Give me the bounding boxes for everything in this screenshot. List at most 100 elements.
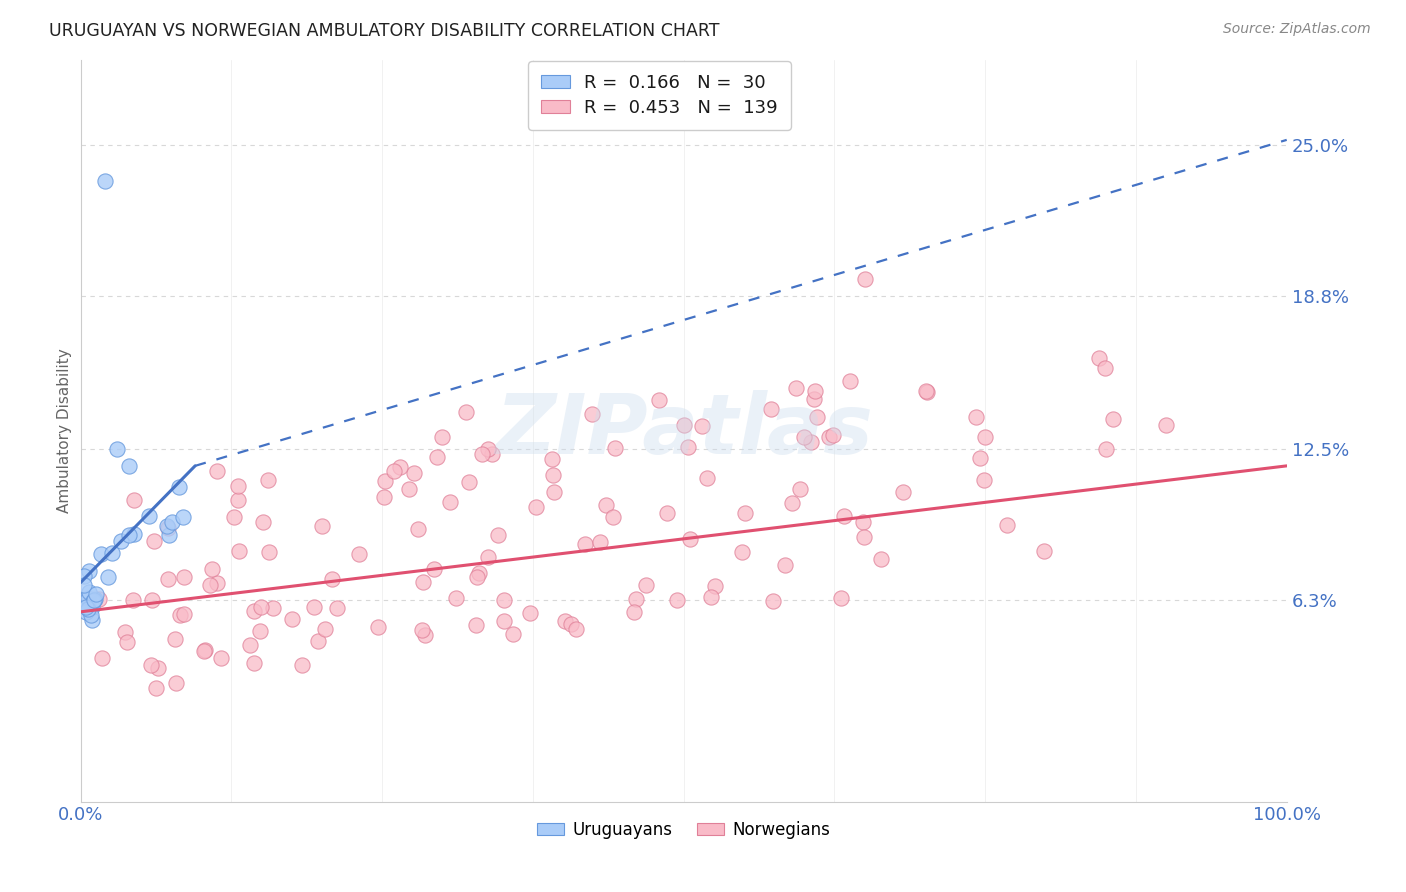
Point — [205, 576, 228, 591]
Point — [155, 519, 177, 533]
Point — [974, 430, 997, 444]
Point — [823, 428, 845, 442]
Point — [281, 612, 304, 626]
Point — [311, 518, 333, 533]
Point — [118, 528, 141, 542]
Point — [636, 578, 658, 592]
Point — [853, 271, 876, 285]
Point — [676, 440, 699, 454]
Point — [141, 593, 163, 607]
Point — [869, 552, 891, 566]
Point — [252, 516, 274, 530]
Point — [1033, 544, 1056, 558]
Point — [465, 570, 488, 584]
Point — [492, 614, 515, 628]
Point — [96, 570, 118, 584]
Point — [803, 392, 825, 407]
Point — [373, 490, 395, 504]
Point — [426, 450, 449, 464]
Point — [605, 442, 627, 456]
Point — [589, 535, 612, 549]
Point — [201, 562, 224, 576]
Point — [804, 384, 827, 398]
Point — [77, 591, 100, 605]
Point — [75, 605, 97, 619]
Point — [193, 644, 215, 658]
Point — [242, 657, 264, 671]
Point — [602, 510, 624, 524]
Point — [789, 482, 811, 496]
Point — [243, 604, 266, 618]
Point — [734, 506, 756, 520]
Point — [76, 601, 98, 615]
Legend: Uruguayans, Norwegians: Uruguayans, Norwegians — [530, 814, 837, 846]
Point — [141, 658, 163, 673]
Point — [502, 627, 524, 641]
Text: ZIPatlas: ZIPatlas — [495, 390, 873, 471]
Point — [852, 515, 875, 529]
Point — [700, 590, 723, 604]
Point — [519, 606, 541, 620]
Point — [800, 435, 823, 450]
Point — [146, 661, 169, 675]
Point — [679, 532, 702, 546]
Point — [105, 442, 128, 456]
Point — [415, 628, 437, 642]
Point — [543, 485, 565, 500]
Point — [73, 592, 96, 607]
Point — [1094, 361, 1116, 376]
Point — [87, 592, 110, 607]
Point — [422, 562, 444, 576]
Point — [412, 574, 434, 589]
Point — [398, 482, 420, 496]
Point — [156, 572, 179, 586]
Point — [173, 607, 195, 622]
Point — [565, 622, 588, 636]
Point — [307, 633, 329, 648]
Point — [167, 480, 190, 494]
Point — [172, 510, 194, 524]
Point — [169, 608, 191, 623]
Point — [314, 622, 336, 636]
Point — [481, 447, 503, 461]
Point — [90, 651, 112, 665]
Point — [239, 638, 262, 652]
Point — [444, 591, 467, 606]
Point — [477, 549, 499, 564]
Point — [762, 593, 785, 607]
Point — [891, 484, 914, 499]
Point — [124, 493, 146, 508]
Point — [121, 592, 143, 607]
Point — [93, 174, 115, 188]
Point — [492, 592, 515, 607]
Point — [411, 623, 433, 637]
Point — [554, 614, 576, 628]
Point — [374, 475, 396, 489]
Point — [915, 384, 938, 399]
Point — [560, 617, 582, 632]
Point — [915, 384, 938, 399]
Point — [995, 518, 1018, 533]
Point — [80, 607, 103, 622]
Point — [731, 545, 754, 559]
Point — [160, 515, 183, 529]
Point — [83, 592, 105, 607]
Point — [249, 624, 271, 638]
Point — [541, 468, 564, 483]
Point — [118, 458, 141, 473]
Point — [250, 599, 273, 614]
Point — [77, 584, 100, 599]
Point — [84, 587, 107, 601]
Point — [145, 681, 167, 696]
Point — [156, 520, 179, 534]
Point — [194, 643, 217, 657]
Point — [143, 533, 166, 548]
Point — [347, 548, 370, 562]
Point — [321, 573, 343, 587]
Point — [465, 617, 488, 632]
Point — [853, 530, 876, 544]
Point — [110, 533, 132, 548]
Point — [80, 600, 103, 615]
Point — [115, 634, 138, 648]
Y-axis label: Ambulatory Disability: Ambulatory Disability — [58, 348, 72, 513]
